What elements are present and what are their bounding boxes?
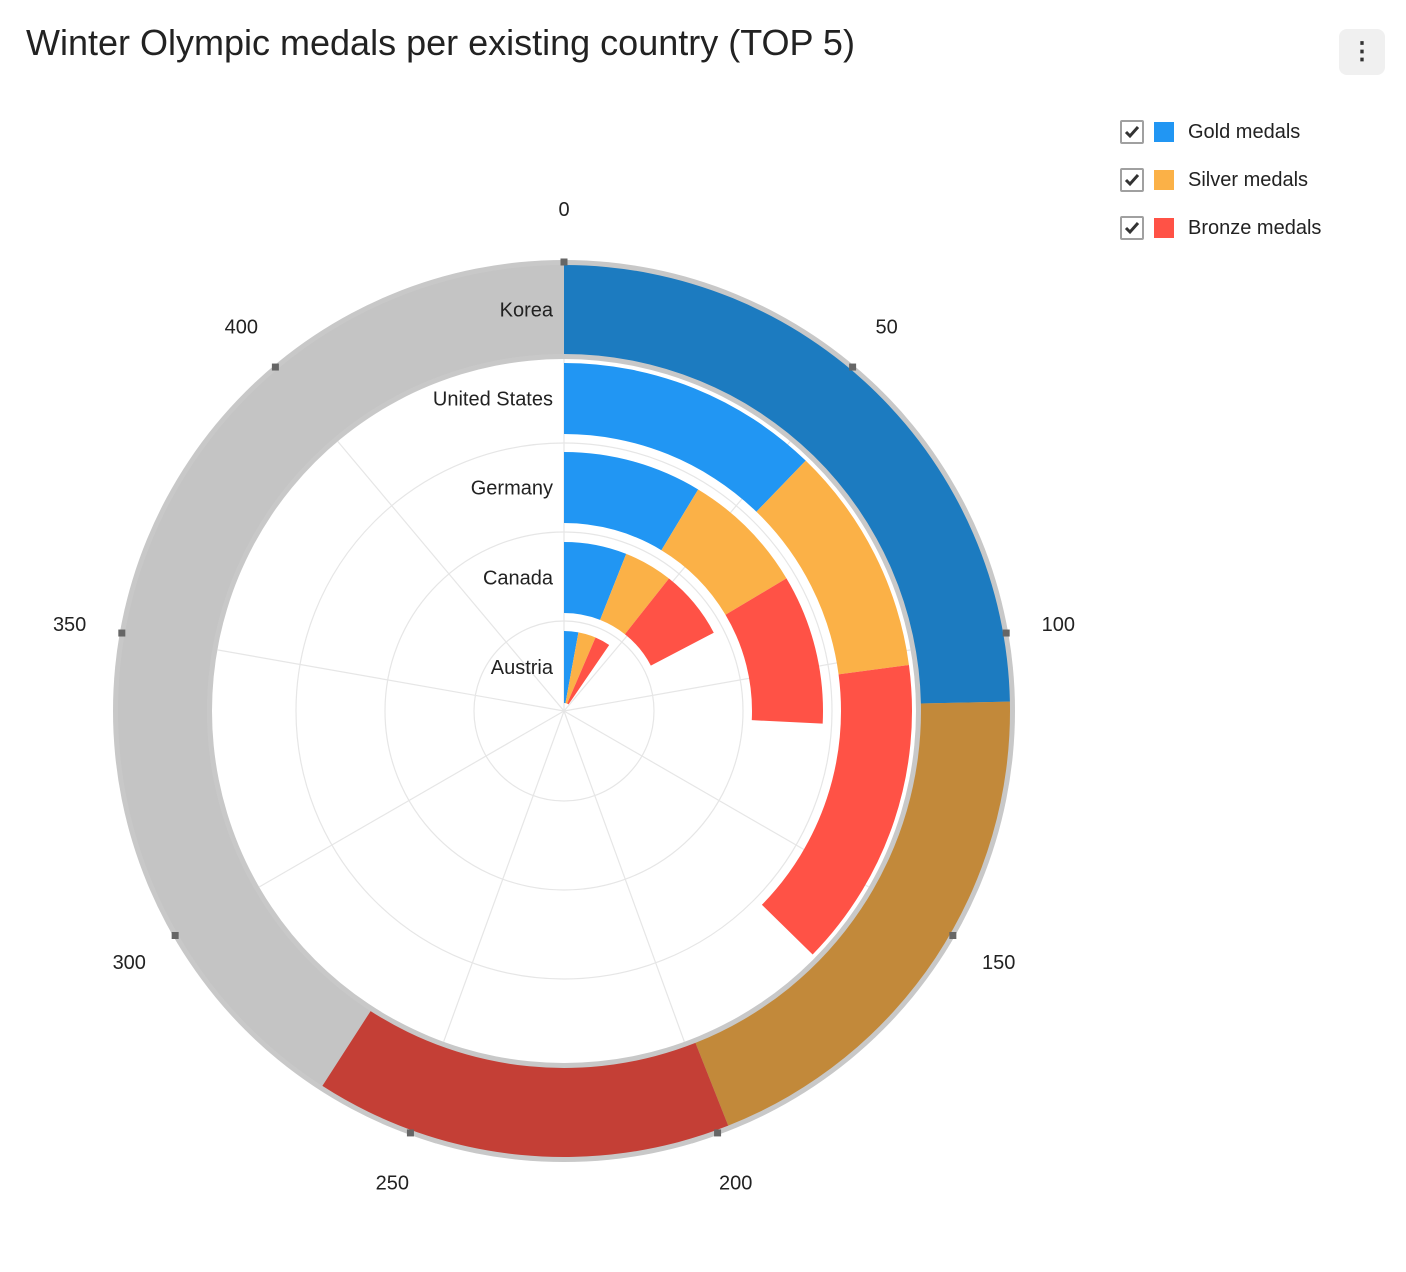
chart-menu-button[interactable]: ⋮	[1339, 29, 1385, 75]
bar-korea-gold[interactable]	[564, 265, 1010, 704]
category-label: Austria	[491, 657, 554, 679]
legend-swatch	[1154, 122, 1174, 142]
legend-item[interactable]: Gold medals	[1120, 108, 1321, 156]
axis-tick-label: 400	[225, 316, 258, 338]
chart-legend: Gold medals Silver medals Bronze medals	[1120, 108, 1321, 252]
axis-tick-label: 0	[558, 199, 569, 221]
legend-label: Bronze medals	[1188, 216, 1322, 239]
axis-tick-mark	[118, 629, 126, 637]
legend-checkbox[interactable]	[1120, 168, 1144, 192]
axis-tick-mark	[714, 1129, 722, 1137]
checkmark-icon	[1124, 222, 1140, 235]
chart-title: Winter Olympic medals per existing count…	[26, 22, 855, 63]
legend-item[interactable]: Bronze medals	[1120, 204, 1321, 252]
legend-item[interactable]: Silver medals	[1120, 156, 1321, 204]
bar-austria-bronze[interactable]	[567, 637, 610, 705]
legend-label: Gold medals	[1188, 120, 1301, 143]
bar-austria-silver[interactable]	[565, 632, 596, 704]
bar-germany-bronze[interactable]	[725, 578, 823, 724]
bar-austria-gold[interactable]	[564, 631, 579, 704]
legend-swatch	[1154, 218, 1174, 238]
vertical-ellipsis-icon: ⋮	[1350, 38, 1374, 65]
axis-tick-label: 300	[113, 952, 146, 974]
legend-swatch	[1154, 170, 1174, 190]
grid-radial-line	[563, 710, 685, 1042]
category-label: Canada	[483, 568, 554, 590]
axis-tick-mark	[560, 258, 568, 266]
bar-united-states-gold[interactable]	[564, 363, 806, 512]
bar-canada-silver[interactable]	[600, 553, 669, 635]
axis-tick-mark	[849, 363, 857, 371]
bar-germany-gold[interactable]	[564, 452, 699, 551]
checkmark-icon	[1124, 174, 1140, 187]
checkmark-icon	[1124, 126, 1140, 139]
grid-radial-line	[443, 710, 565, 1042]
axis-tick-mark	[171, 932, 179, 939]
bar-korea-silver[interactable]	[695, 701, 1010, 1126]
grid-radial-line	[337, 440, 565, 712]
axis-tick-mark	[1002, 629, 1010, 637]
axis-tick-label: 350	[53, 614, 86, 636]
grid-radial-line	[217, 649, 565, 712]
axis-tick-label: 250	[376, 1173, 409, 1195]
angular-axis: 0 50 100 150 200 250 300 350 400	[53, 199, 1075, 1195]
category-label: United States	[433, 389, 553, 411]
category-label: Korea	[500, 300, 554, 322]
legend-checkbox[interactable]	[1120, 216, 1144, 240]
axis-tick-mark	[406, 1129, 414, 1137]
axis-tick-label: 50	[876, 316, 898, 338]
bar-korea-bronze[interactable]	[322, 1011, 729, 1157]
legend-checkbox[interactable]	[1120, 120, 1144, 144]
bar-united-states-silver[interactable]	[756, 460, 909, 675]
axis-tick-label: 150	[982, 952, 1015, 974]
bar-germany-silver[interactable]	[661, 489, 787, 615]
axis-tick-label: 100	[1042, 614, 1075, 636]
axis-tick-mark	[949, 932, 957, 939]
bar-canada-bronze[interactable]	[624, 578, 714, 666]
bar-united-states-bronze[interactable]	[761, 664, 912, 955]
legend-label: Silver medals	[1188, 168, 1309, 191]
category-label: Germany	[471, 478, 553, 500]
grid-radial-line	[258, 710, 565, 888]
bar-canada-gold[interactable]	[564, 542, 627, 620]
category-labels: Austria Canada Germany United States Korea	[433, 300, 554, 680]
axis-tick-label: 200	[719, 1173, 752, 1195]
bars	[322, 265, 1010, 1157]
axis-tick-mark	[271, 363, 279, 371]
